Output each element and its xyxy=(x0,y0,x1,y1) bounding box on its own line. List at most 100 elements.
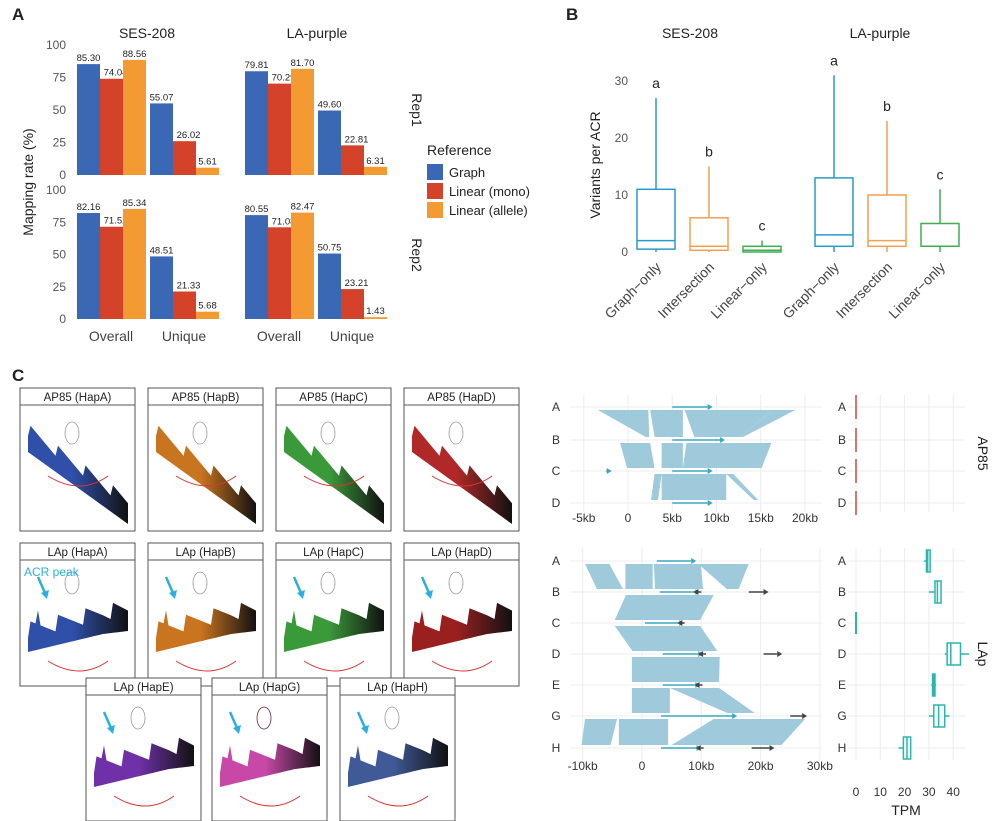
significance-letter: c xyxy=(937,166,944,182)
haplotype-label: H xyxy=(552,741,561,755)
bar-linear-mono- xyxy=(100,226,123,319)
haplotype-label: G xyxy=(837,709,846,723)
facet-label: AP85 xyxy=(975,436,991,470)
synteny-link xyxy=(684,410,774,437)
significance-letter: b xyxy=(883,98,891,114)
bar-graph xyxy=(245,71,268,175)
y-tick-label: 75 xyxy=(53,215,67,229)
arrow-head-icon xyxy=(361,725,369,734)
synteny-link xyxy=(682,443,772,468)
alternate-path xyxy=(431,475,493,487)
significance-letter: a xyxy=(652,75,660,91)
bar-value-label: 49.60 xyxy=(318,100,342,111)
box xyxy=(742,245,782,253)
y-tick-label: 75 xyxy=(53,71,67,85)
gene-arrowhead-icon xyxy=(677,620,683,626)
gene-arrowhead-icon xyxy=(693,589,699,595)
thumbnail-title: LAp (HapA) xyxy=(47,547,107,559)
haplotype-label: E xyxy=(552,678,560,692)
panel-a-bar-chart: SES-208 LA-purple Rep1 Rep2 Mapping rate… xyxy=(20,25,530,344)
bar-linear-mono- xyxy=(100,78,123,175)
coverage-shape xyxy=(94,737,194,787)
panel-label-b: B xyxy=(566,5,578,24)
coverage-shape xyxy=(156,425,256,524)
synteny-link xyxy=(651,474,662,500)
arrow-icon xyxy=(228,711,239,729)
thumbnail-title: LAp (HapB) xyxy=(175,547,235,559)
coverage-shape xyxy=(284,425,384,524)
bar-linear-allele- xyxy=(196,167,219,175)
synteny-link xyxy=(614,595,714,620)
bar-value-label: 21.33 xyxy=(177,280,201,291)
legend: Reference Graph Linear (mono) Linear (alle… xyxy=(427,142,530,218)
bar-value-label: 81.70 xyxy=(291,58,315,69)
bar-linear-mono- xyxy=(341,145,364,175)
y-tick-label: 25 xyxy=(53,136,67,150)
haplotype-label: D xyxy=(552,647,561,661)
coverage-shape xyxy=(348,737,448,787)
tpm-tick-label: 0 xyxy=(853,785,860,799)
haplotype-label: C xyxy=(838,464,847,478)
bar-linear-allele- xyxy=(123,208,146,319)
y-tick-label: 20 xyxy=(615,131,629,145)
y-tick-label: 0 xyxy=(59,312,66,326)
synteny-link xyxy=(614,626,718,651)
synteny-link xyxy=(597,410,650,437)
legend-swatch xyxy=(427,164,443,180)
synteny-link xyxy=(739,410,796,437)
panel-label-c: C xyxy=(12,366,24,385)
bar-graph xyxy=(318,110,341,175)
haplotype-label: G xyxy=(551,709,560,723)
gene-arrowhead-icon xyxy=(695,745,701,751)
arrow-head-icon xyxy=(107,725,115,734)
bar-value-label: 88.56 xyxy=(123,49,147,60)
bar-value-label: 48.51 xyxy=(150,245,174,256)
bar-value-label: 79.81 xyxy=(245,60,269,71)
bar-value-label: 5.68 xyxy=(198,301,217,312)
bar-value-label: 71.08 xyxy=(272,216,296,227)
bar-value-label: 5.61 xyxy=(198,157,217,168)
loop-path xyxy=(256,706,272,730)
synteny-link xyxy=(650,410,683,437)
thumbnail-title: AP85 (HapB) xyxy=(172,392,240,404)
coverage-shape xyxy=(28,425,128,524)
gene-arrowhead-icon xyxy=(606,468,612,474)
tpm-boxplot: TPM A B C D AP85 A B C D E G H LAp 0 10 20 30 40 xyxy=(837,395,991,818)
coverage-shape xyxy=(412,425,512,524)
x-tick-label: 10kb xyxy=(703,511,729,525)
thumbnail-title: AP85 (HapA) xyxy=(44,392,112,404)
coverage-shape xyxy=(28,602,128,652)
gene-arrowhead-icon xyxy=(698,651,704,657)
bar-linear-mono- xyxy=(173,141,196,175)
column-title-ses208: SES-208 xyxy=(119,25,175,41)
gene-arrowhead-icon xyxy=(732,713,738,719)
legend-swatch xyxy=(427,183,443,199)
box xyxy=(920,222,960,248)
synteny-link xyxy=(631,657,720,682)
bar-value-label: 71.52 xyxy=(104,216,128,227)
x-tick-label: Unique xyxy=(330,328,375,344)
loop-path xyxy=(320,421,336,445)
y-tick-label: 30 xyxy=(615,74,629,88)
haplotype-label: A xyxy=(552,400,560,414)
synteny-plot: -5kb 0 5kb 10kb 15kb 20kb A B C D -10kb 0 10kb 20kb 30… xyxy=(551,395,833,773)
row-title-rep2: Rep2 xyxy=(409,238,425,272)
haplotype-graph-thumbnails: AP85 (HapA) AP85 (HapB) AP85 (HapC) AP85 (H… xyxy=(19,387,520,821)
loop-path xyxy=(448,571,464,595)
bar-graph xyxy=(318,253,341,319)
bar-value-label: 85.30 xyxy=(77,53,101,64)
haplotype-label: A xyxy=(838,400,846,414)
synteny-link xyxy=(618,719,669,745)
loop-path xyxy=(192,571,208,595)
haplotype-label: C xyxy=(838,616,847,630)
haplotype-label: C xyxy=(552,464,561,478)
bar-value-label: 85.34 xyxy=(123,198,147,209)
alternate-path xyxy=(113,795,175,807)
thumbnail-title: AP85 (HapC) xyxy=(299,392,368,404)
haplotype-label: B xyxy=(838,433,846,447)
facet-label: LAp xyxy=(975,642,991,667)
haplotype-label: A xyxy=(552,554,560,568)
synteny-link xyxy=(669,688,755,713)
alternate-path xyxy=(47,475,109,487)
bar-linear-allele- xyxy=(364,317,387,319)
